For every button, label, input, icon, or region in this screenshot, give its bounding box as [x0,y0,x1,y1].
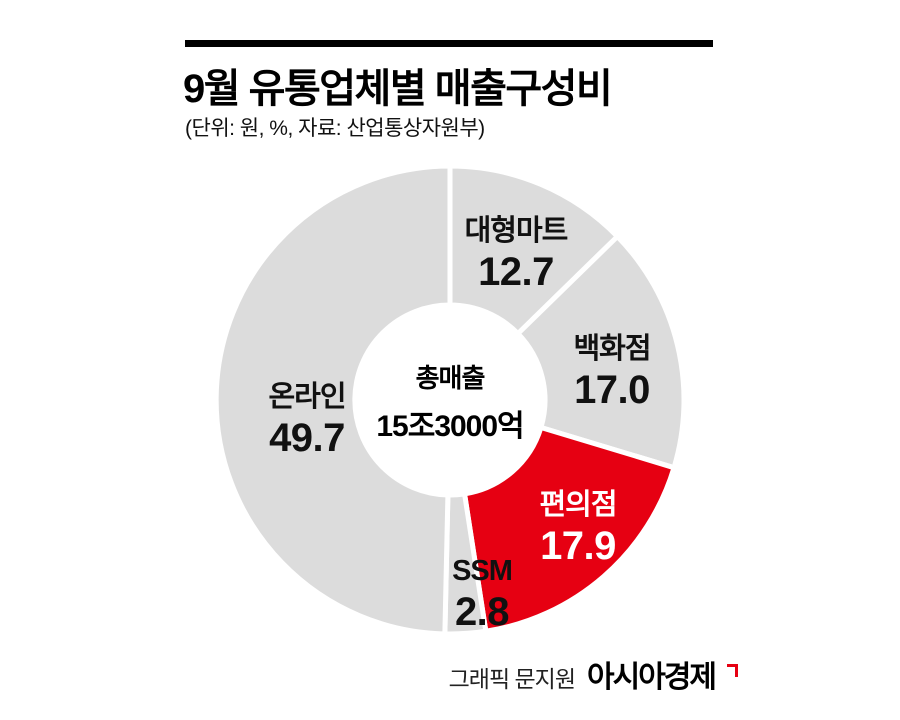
segment-name-department-store: 백화점 [573,332,650,365]
segment-value-hypermarket: 12.7 [478,250,554,294]
segment-value-convenience-store: 17.9 [540,524,616,568]
total-sales-label: 총매출 [415,363,486,393]
donut-segment-convenience-store [462,424,677,634]
donut-segment-hypermarket [447,163,620,337]
segment-value-ssm: 2.8 [455,590,509,634]
segment-name-online: 온라인 [268,380,345,413]
segment-name-ssm: SSM [452,555,512,587]
graphic-credit: 그래픽 문지원 [448,666,576,692]
segment-name-hypermarket: 대형마트 [465,214,568,247]
title-rule [185,40,713,47]
donut-segment-online [213,163,453,637]
brand-logo-icon [727,664,738,677]
donut-segment-department-store [515,234,687,471]
donut-center-label: 총매출 15조3000억 [330,358,570,445]
footer-credits: 그래픽 문지원 아시아경제 [449,652,738,696]
total-sales-value: 15조3000억 [376,410,524,443]
page-subtitle: (단위: 원, %, 자료: 산업통상자원부) [185,117,485,140]
page-title: 9월 유통업체별 매출구성비 [183,67,613,111]
segment-name-convenience-store: 편의점 [539,488,616,521]
segment-value-online: 49.7 [269,416,345,460]
segment-value-department-store: 17.0 [574,368,650,412]
brand-logo-text: 아시아경제 [587,661,717,694]
